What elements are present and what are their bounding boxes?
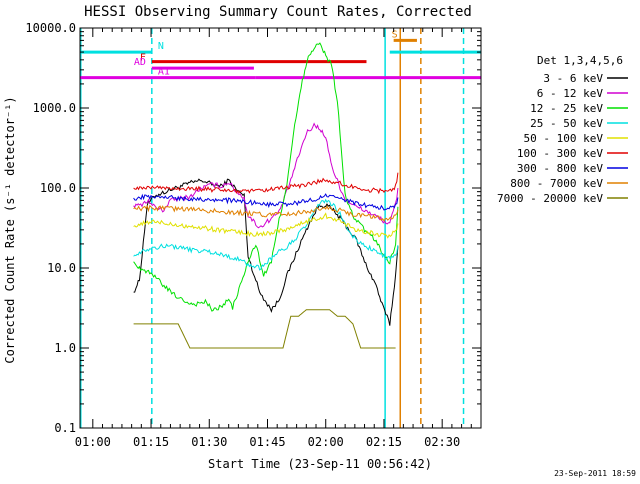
legend-label: 25 - 50 keV	[530, 117, 603, 130]
series-line	[133, 122, 399, 229]
legend-label: 800 - 7000 keV	[510, 177, 603, 190]
x-axis-label: Start Time (23-Sep-11 00:56:42)	[208, 457, 432, 471]
legend-label: 6 - 12 keV	[537, 87, 604, 100]
chart-title: HESSI Observing Summary Count Rates, Cor…	[84, 4, 472, 20]
x-tick-label: 02:15	[366, 435, 402, 449]
x-tick-label: 01:15	[133, 435, 169, 449]
status-bar-label: N	[158, 41, 164, 52]
y-axis-label: Corrected Count Rate (s⁻¹ detector⁻¹)	[3, 96, 17, 363]
x-tick-label: 01:45	[249, 435, 285, 449]
series-line	[133, 42, 399, 312]
y-tick-label: 1.0	[54, 341, 76, 355]
series-line	[133, 198, 399, 271]
series-line	[133, 193, 399, 211]
y-tick-label: 0.1	[54, 421, 76, 435]
y-tick-label: 100.0	[40, 181, 76, 195]
plot-frame	[79, 27, 482, 429]
legend-label: 3 - 6 keV	[543, 72, 603, 85]
legend-label: 300 - 800 keV	[517, 162, 603, 175]
series-line	[133, 212, 399, 239]
status-bar-label: S	[392, 29, 398, 40]
legend-title: Det 1,3,4,5,6	[537, 54, 623, 67]
legend-label: 50 - 100 keV	[524, 132, 604, 145]
legend-label: 12 - 25 keV	[530, 102, 603, 115]
legend-label: 7000 - 20000 keV	[497, 192, 603, 205]
series-line	[133, 309, 396, 349]
timestamp: 23-Sep-2011 18:59	[554, 469, 636, 478]
x-tick-label: 02:30	[424, 435, 460, 449]
series-line	[133, 178, 399, 326]
series-line	[133, 204, 399, 222]
legend-label: 100 - 300 keV	[517, 147, 603, 160]
status-bar-label: F	[140, 53, 146, 64]
y-tick-label: 1000.0	[33, 101, 76, 115]
x-tick-label: 01:30	[191, 435, 227, 449]
y-tick-label: 10000.0	[25, 21, 76, 35]
x-tick-label: 02:00	[308, 435, 344, 449]
series-line	[133, 172, 399, 195]
x-tick-label: 01:00	[75, 435, 111, 449]
status-bar-label: AD	[134, 57, 146, 68]
status-bar-label: A1	[158, 67, 170, 78]
y-tick-label: 10.0	[47, 261, 76, 275]
